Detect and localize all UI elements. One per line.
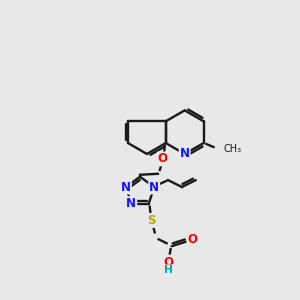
Text: N: N (180, 148, 190, 160)
Text: O: O (158, 152, 168, 165)
Text: N: N (126, 197, 136, 210)
Text: O: O (164, 256, 174, 268)
Text: CH₃: CH₃ (224, 144, 242, 154)
Text: N: N (121, 181, 131, 194)
Text: N: N (149, 181, 159, 194)
Text: H: H (164, 265, 173, 275)
Text: S: S (148, 214, 156, 227)
Text: O: O (188, 233, 197, 246)
